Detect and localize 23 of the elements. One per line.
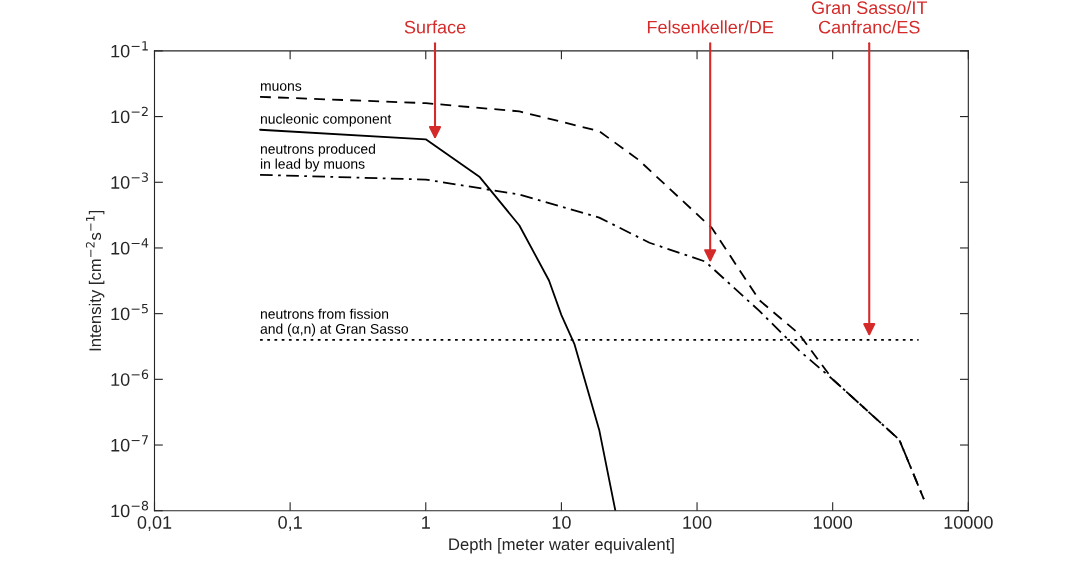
series-label: nucleonic component: [260, 113, 392, 127]
x-axis-title: Depth [meter water equivalent]: [449, 537, 674, 554]
annotation: Gran Sasso/IT Canfranc/ES: [811, 0, 928, 34]
annotation: Surface: [404, 20, 466, 34]
y-tick-label: 10$^{−6}$: [111, 369, 149, 386]
series-label: muons: [260, 83, 302, 91]
x-tick-label: 100: [683, 516, 712, 529]
y-tick-label: 10$^{−7}$: [111, 435, 148, 452]
x-tick-label: 1000: [813, 516, 853, 529]
y-tick-label: 10$^{−1}$: [111, 41, 148, 58]
y-tick-label: 10$^{−4}$: [111, 238, 149, 255]
series-label: neutrons from fission and (α,n) at Gran Sasso: [260, 308, 408, 337]
annotation: Felsenkeller/DE: [647, 20, 774, 34]
x-tick-label: 0,01: [137, 516, 172, 531]
series-label: neutrons produced in lead by muons: [260, 143, 375, 172]
x-tick-label: 10: [552, 516, 571, 529]
x-tick-label: 0,1: [278, 516, 302, 531]
y-axis-title: Intensity [cm$^{−2}$s$^{−1}$]: [85, 210, 105, 351]
x-tick-label: 10000: [944, 516, 993, 529]
y-tick-label: 10$^{−5}$: [111, 303, 148, 321]
y-tick-label: 10$^{−2}$: [111, 106, 148, 124]
x-tick-label: 1: [422, 516, 430, 529]
y-tick-label: 10$^{−3}$: [111, 172, 148, 189]
